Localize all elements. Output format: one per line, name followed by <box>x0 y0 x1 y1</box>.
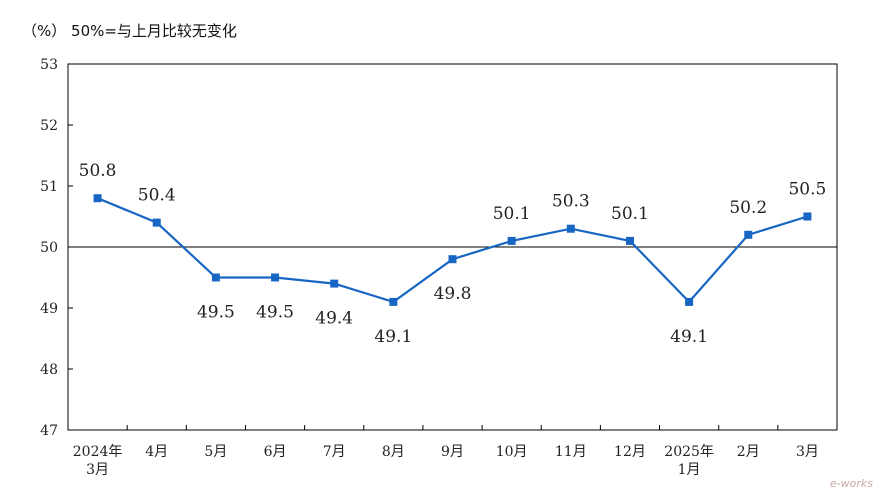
y-tick-label: 48 <box>40 362 58 378</box>
x-tick-label: 3月 <box>796 444 819 460</box>
y-tick-label: 47 <box>40 423 58 439</box>
data-point <box>271 273 280 282</box>
x-tick-label: 12月 <box>614 444 646 460</box>
y-tick-label: 51 <box>40 179 58 195</box>
x-axis: 2024年 3月 4月 5月 6月 7月 8月 9月 10月 11月 12月 2025年 1月 2月 3月 <box>73 425 819 478</box>
data-point <box>685 297 694 306</box>
y-tick-label: 50 <box>40 240 58 256</box>
x-tick-label: 7月 <box>323 444 346 460</box>
unit-note: （%） 50%=与上月比较无变化 <box>22 22 237 40</box>
data-point <box>389 297 398 306</box>
y-tick-label: 52 <box>40 118 58 134</box>
x-tick-label: 6月 <box>264 444 287 460</box>
x-tick-label: 2月 <box>737 444 760 460</box>
data-point <box>744 230 753 239</box>
data-label: 50.2 <box>729 198 767 218</box>
data-label: 50.3 <box>552 192 590 212</box>
data-label: 49.5 <box>197 303 235 323</box>
data-markers <box>93 194 812 306</box>
data-label: 49.8 <box>434 284 472 304</box>
x-tick-label: 5月 <box>204 444 227 460</box>
data-label: 49.5 <box>256 303 294 323</box>
x-tick-label: 4月 <box>145 444 168 460</box>
data-point <box>211 273 220 282</box>
y-tick-label: 53 <box>40 57 58 73</box>
data-label: 50.1 <box>611 204 649 224</box>
x-tick-label: 9月 <box>441 444 464 460</box>
data-label: 49.1 <box>374 327 412 347</box>
data-label: 50.4 <box>138 186 176 206</box>
x-tick-label: 10月 <box>496 444 528 460</box>
data-label: 50.1 <box>493 204 531 224</box>
watermark: e-works <box>829 477 873 490</box>
y-tick-label: 49 <box>40 301 58 317</box>
data-label: 50.5 <box>788 180 826 200</box>
data-point <box>507 236 516 245</box>
data-point <box>152 218 161 227</box>
x-tick-label: 2025年 1月 <box>664 444 714 478</box>
data-point <box>330 279 339 288</box>
x-tick-label: 2024年 3月 <box>73 444 123 478</box>
data-labels: 50.8 50.4 49.5 49.5 49.4 49.1 49.8 50.1 50.3 50.1… <box>79 161 827 347</box>
data-point <box>803 212 812 221</box>
x-tick-label: 8月 <box>382 444 405 460</box>
data-label: 49.1 <box>670 327 708 347</box>
data-point <box>93 194 102 203</box>
data-label: 49.4 <box>315 309 353 329</box>
data-point <box>448 255 457 264</box>
data-point <box>625 236 634 245</box>
data-label: 50.8 <box>79 161 117 181</box>
y-axis: 47 48 49 50 51 52 53 <box>40 57 73 439</box>
x-tick-label: 11月 <box>555 444 587 460</box>
data-point <box>566 224 575 233</box>
